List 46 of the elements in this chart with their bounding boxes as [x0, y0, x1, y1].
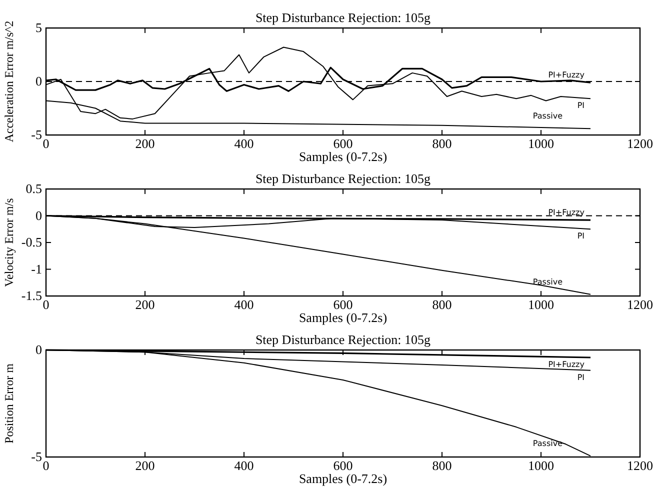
x-tick-label: 1200 [627, 297, 653, 312]
y-axis-title: Velocity Error m/s [2, 198, 16, 287]
chart-title: Step Disturbance Rejection: 105g [255, 10, 432, 25]
x-axis-title: Samples (0-7.2s) [298, 471, 388, 486]
series-label: PI [577, 101, 584, 110]
series-label: PI+Fuzzy [548, 70, 585, 80]
series-label: PI [577, 372, 584, 382]
x-tick-label: 1200 [627, 458, 653, 473]
y-tick-label: -5 [31, 127, 42, 142]
y-tick-label: 5 [36, 20, 42, 35]
x-tick-label: 200 [135, 136, 155, 151]
y-tick-label: -0.5 [21, 234, 42, 250]
y-tick-label: -5 [31, 449, 42, 464]
y-axis-title: Acceleration Error m/s^2 [2, 20, 16, 142]
y-tick-label: 0.5 [26, 181, 42, 196]
x-tick-label: 600 [333, 136, 353, 151]
series-label: Passive [532, 277, 563, 286]
chart-title: Step Disturbance Rejection: 105g [255, 171, 432, 186]
x-tick-label: 800 [432, 136, 452, 151]
x-tick-label: 1000 [528, 136, 554, 151]
x-tick-label: 800 [432, 297, 452, 312]
x-tick-label: 400 [234, 458, 254, 473]
x-tick-label: 400 [234, 297, 254, 312]
series-label: PI [577, 232, 584, 241]
y-tick-label: 0 [36, 74, 42, 88]
x-tick-label: 200 [135, 458, 155, 473]
y-tick-label: 0 [36, 342, 42, 357]
x-tick-label: 1200 [627, 136, 653, 151]
y-tick-label: 0 [36, 208, 42, 223]
x-tick-label: 1000 [528, 458, 554, 473]
x-tick-label: 400 [234, 136, 254, 151]
x-axis-title: Samples (0-7.2s) [298, 310, 388, 325]
legend-label: PI+Fuzzy [548, 360, 585, 369]
series-label: Passive [532, 438, 563, 448]
x-tick-label: 600 [333, 297, 353, 312]
x-tick-label: 200 [135, 297, 155, 312]
x-tick-label: 800 [432, 458, 452, 473]
series-label: PI+Fuzzy [548, 208, 585, 218]
x-tick-label: 1000 [528, 297, 554, 312]
chart-title: Step Disturbance Rejection: 105g [255, 332, 432, 347]
series-label: Passive [532, 112, 563, 121]
y-tick-label: -1.5 [21, 288, 42, 303]
x-tick-label: 600 [333, 458, 353, 473]
y-axis-title: Position Error m [2, 362, 16, 444]
x-axis-title: Samples (0-7.2s) [298, 149, 388, 164]
y-tick-label: -1 [31, 261, 42, 276]
